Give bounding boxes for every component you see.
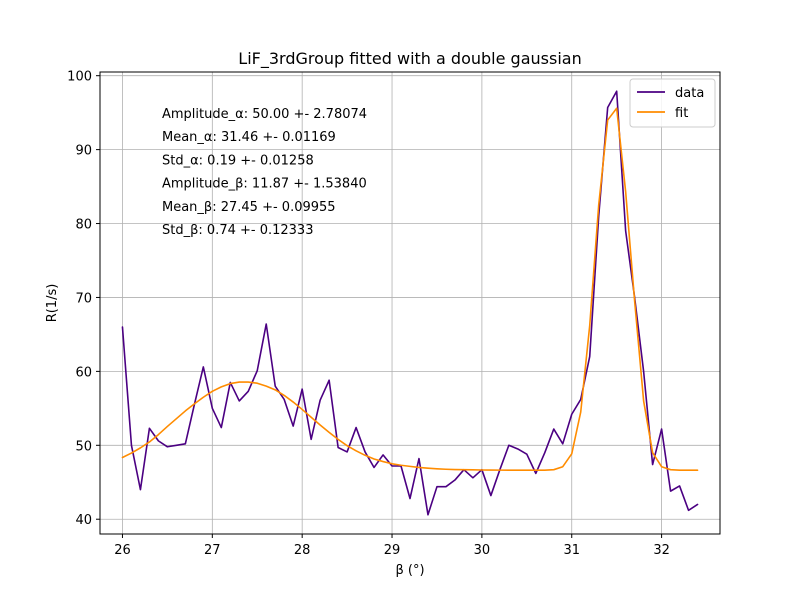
fit-annotation: Std_β: 0.74 +- 0.12333 bbox=[162, 223, 313, 238]
y-tick-label: 60 bbox=[75, 365, 92, 380]
plot-frame bbox=[99, 71, 721, 535]
x-tick-label: 32 bbox=[653, 543, 670, 558]
chart-title: LiF_3rdGroup fitted with a double gaussi… bbox=[238, 49, 581, 69]
y-tick-label: 100 bbox=[67, 70, 92, 85]
y-tick-label: 70 bbox=[75, 291, 92, 306]
fit-annotation: Mean_β: 27.45 +- 0.09955 bbox=[162, 200, 336, 215]
x-tick-label: 27 bbox=[204, 543, 221, 558]
x-axis-ticks: 26 27 28 29 30 31 32 bbox=[114, 534, 670, 558]
annotations: Amplitude_α: 50.00 +- 2.78074 Mean_α: 31.… bbox=[162, 107, 367, 238]
series-group bbox=[121, 90, 699, 516]
fit-annotation: Amplitude_α: 50.00 +- 2.78074 bbox=[162, 107, 367, 122]
x-tick-label: 29 bbox=[384, 543, 401, 558]
grid bbox=[100, 72, 720, 534]
y-tick-label: 40 bbox=[75, 513, 92, 528]
legend-box bbox=[629, 78, 716, 128]
y-tick-label: 50 bbox=[75, 439, 92, 454]
legend-label-fit: fit bbox=[675, 106, 688, 121]
x-tick-label: 26 bbox=[114, 543, 131, 558]
legend-label-data: data bbox=[675, 86, 704, 101]
series-line-fit bbox=[121, 107, 699, 472]
x-tick-label: 31 bbox=[563, 543, 580, 558]
fit-annotation: Std_α: 0.19 +- 0.01258 bbox=[162, 153, 314, 168]
y-tick-label: 80 bbox=[75, 218, 92, 233]
legend: data fit bbox=[629, 78, 716, 128]
x-axis-label: β (°) bbox=[395, 563, 424, 578]
y-tick-label: 90 bbox=[75, 144, 92, 159]
y-axis-ticks: 40 50 60 70 80 90 100 bbox=[67, 70, 100, 528]
x-tick-label: 28 bbox=[294, 543, 311, 558]
fit-annotation: Amplitude_β: 11.87 +- 1.53840 bbox=[162, 177, 367, 192]
x-tick-label: 30 bbox=[474, 543, 491, 558]
y-axis-label: R(1/s) bbox=[45, 284, 60, 323]
fit-annotation: Mean_α: 31.46 +- 0.01169 bbox=[162, 130, 336, 145]
